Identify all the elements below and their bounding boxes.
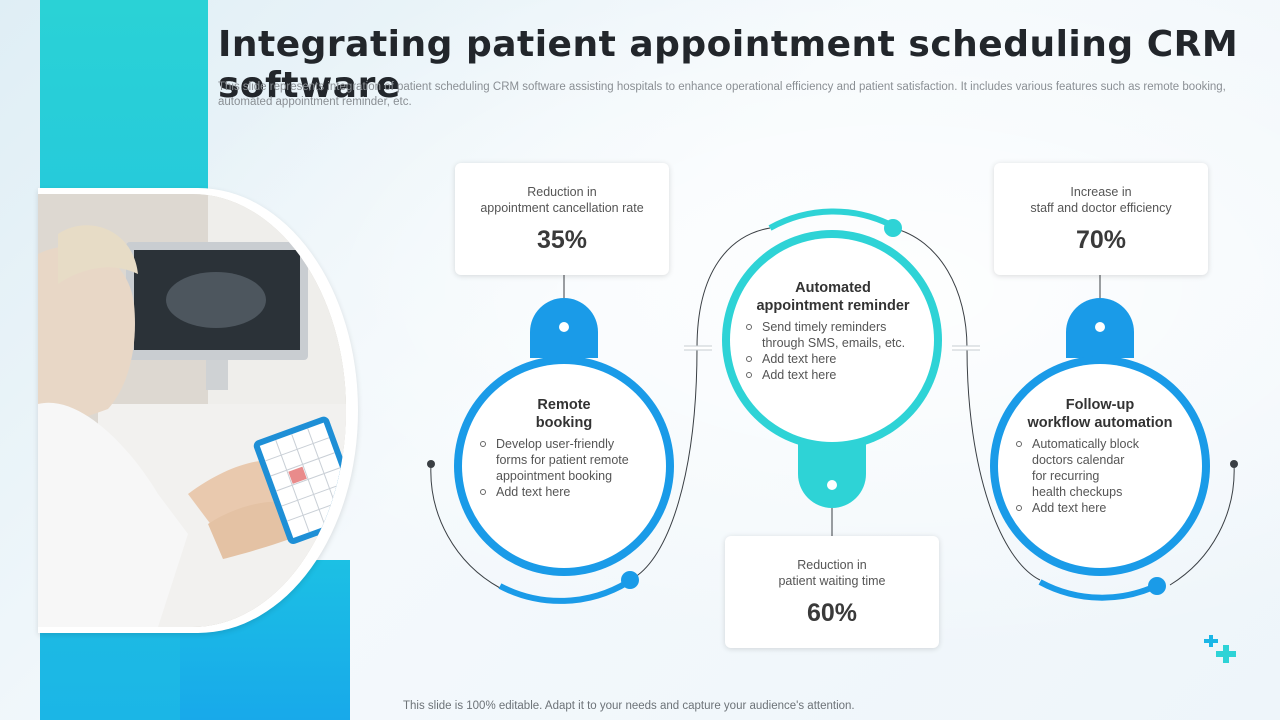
followup-title: Follow-up workflow automation	[1027, 397, 1173, 431]
page-title: Integrating patient appointment scheduli…	[218, 24, 1239, 106]
stat-value: 60%	[806, 599, 858, 627]
stat-card-waiting: Reduction in patient waiting time 60%	[725, 536, 939, 648]
stat-value: 35%	[536, 226, 588, 254]
connector-arc-left	[430, 463, 501, 589]
connector-line-left-middle-low	[629, 347, 698, 581]
reminder-circle	[730, 238, 934, 442]
followup-list: Automatically block doctors calendar for…	[1014, 436, 1186, 516]
stat-label: Reduction in appointment cancellation ra…	[480, 185, 644, 215]
connector-line-right-middle	[892, 227, 968, 349]
stat-value: 70%	[1075, 226, 1127, 254]
remote-booking-title: Remote booking	[535, 397, 593, 431]
stat-card-cancellation: Reduction in appointment cancellation ra…	[455, 163, 669, 275]
stat-label: Increase in staff and doctor efficiency	[1030, 185, 1172, 215]
list-item: Add text here	[744, 367, 922, 383]
list-item: Add text here	[478, 484, 650, 500]
medical-plus-icon	[1204, 635, 1236, 663]
page-subtitle: This slide represents integration of pat…	[218, 81, 1226, 108]
list-item: Add text here	[1014, 500, 1186, 516]
connector-line-left-middle	[696, 227, 771, 349]
connector-arc-right	[1169, 463, 1235, 586]
followup-circle	[998, 364, 1202, 568]
stat-label: Reduction in patient waiting time	[778, 558, 886, 588]
list-item: Develop user-friendly forms for patient …	[478, 436, 650, 484]
list-item: Automatically block doctors calendar for…	[1014, 436, 1186, 500]
stat-card-efficiency: Increase in staff and doctor efficiency …	[994, 163, 1208, 275]
doctor-tablet-photo	[38, 194, 346, 627]
followup-content: Follow-up workflow automation Automatica…	[1014, 396, 1186, 516]
reminder-list: Send timely reminders through SMS, email…	[744, 319, 922, 383]
connector-line-right-middle-low	[966, 347, 1041, 581]
reminder-title: Automated appointment reminder	[756, 280, 910, 314]
remote-booking-circle	[462, 364, 666, 568]
footer-note: This slide is 100% editable. Adapt it to…	[403, 700, 855, 712]
reminder-content: Automated appointment reminder Send time…	[744, 279, 922, 383]
remote-booking-list: Develop user-friendly forms for patient …	[478, 436, 650, 500]
list-item: Add text here	[744, 351, 922, 367]
remote-booking-content: Remote booking Develop user-friendly for…	[478, 396, 650, 500]
list-item: Send timely reminders through SMS, email…	[744, 319, 922, 351]
photo-frame	[38, 188, 358, 633]
